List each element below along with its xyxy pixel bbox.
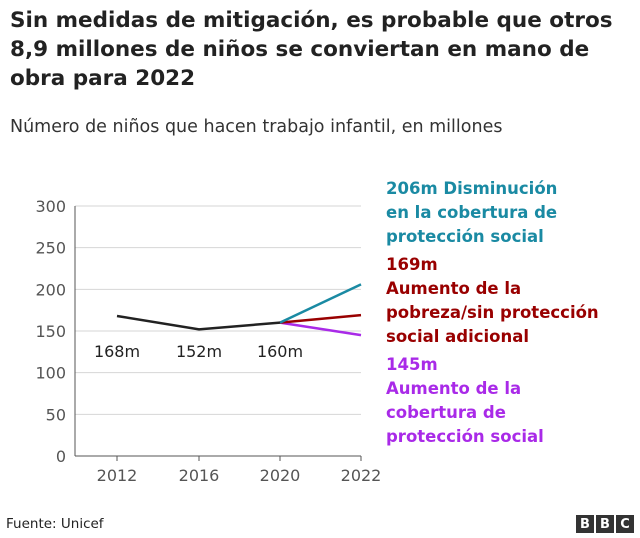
data-label: 160m (257, 342, 303, 361)
x-tick-label: 2016 (179, 466, 220, 485)
annotation-increase-coverage: 145m Aumento de la cobertura de protecció… (386, 355, 544, 446)
source-note: Fuente: Unicef (6, 516, 104, 532)
y-tick-label: 300 (35, 197, 66, 216)
y-tick-label: 50 (46, 405, 66, 424)
x-tick-label: 2012 (97, 466, 138, 485)
chart-subtitle: Número de niños que hacen trabajo infant… (10, 117, 503, 137)
series-line (279, 321, 362, 337)
series-line (279, 313, 362, 324)
chart-title: Sin medidas de mitigación, es probable q… (10, 8, 613, 91)
line-chart: 0 50 100 150 200 250 300 2012 2016 2020 2022 168m 15… (35, 197, 382, 485)
x-tick-label: 2020 (260, 466, 301, 485)
annotation-decrease-coverage: 206m Disminución en la cobertura de prot… (386, 179, 558, 246)
data-label: 168m (94, 342, 140, 361)
series-line (279, 283, 362, 324)
annotation-poverty: 169m Aumento de la pobreza/sin protección… (386, 255, 599, 346)
series-line (116, 314, 281, 331)
y-tick-label: 100 (35, 364, 66, 383)
y-tick-label: 250 (35, 239, 66, 258)
y-tick-label: 200 (35, 280, 66, 299)
data-label: 152m (176, 342, 222, 361)
y-tick-label: 150 (35, 322, 66, 341)
x-tick-label: 2022 (341, 466, 382, 485)
y-tick-label: 0 (56, 447, 66, 466)
